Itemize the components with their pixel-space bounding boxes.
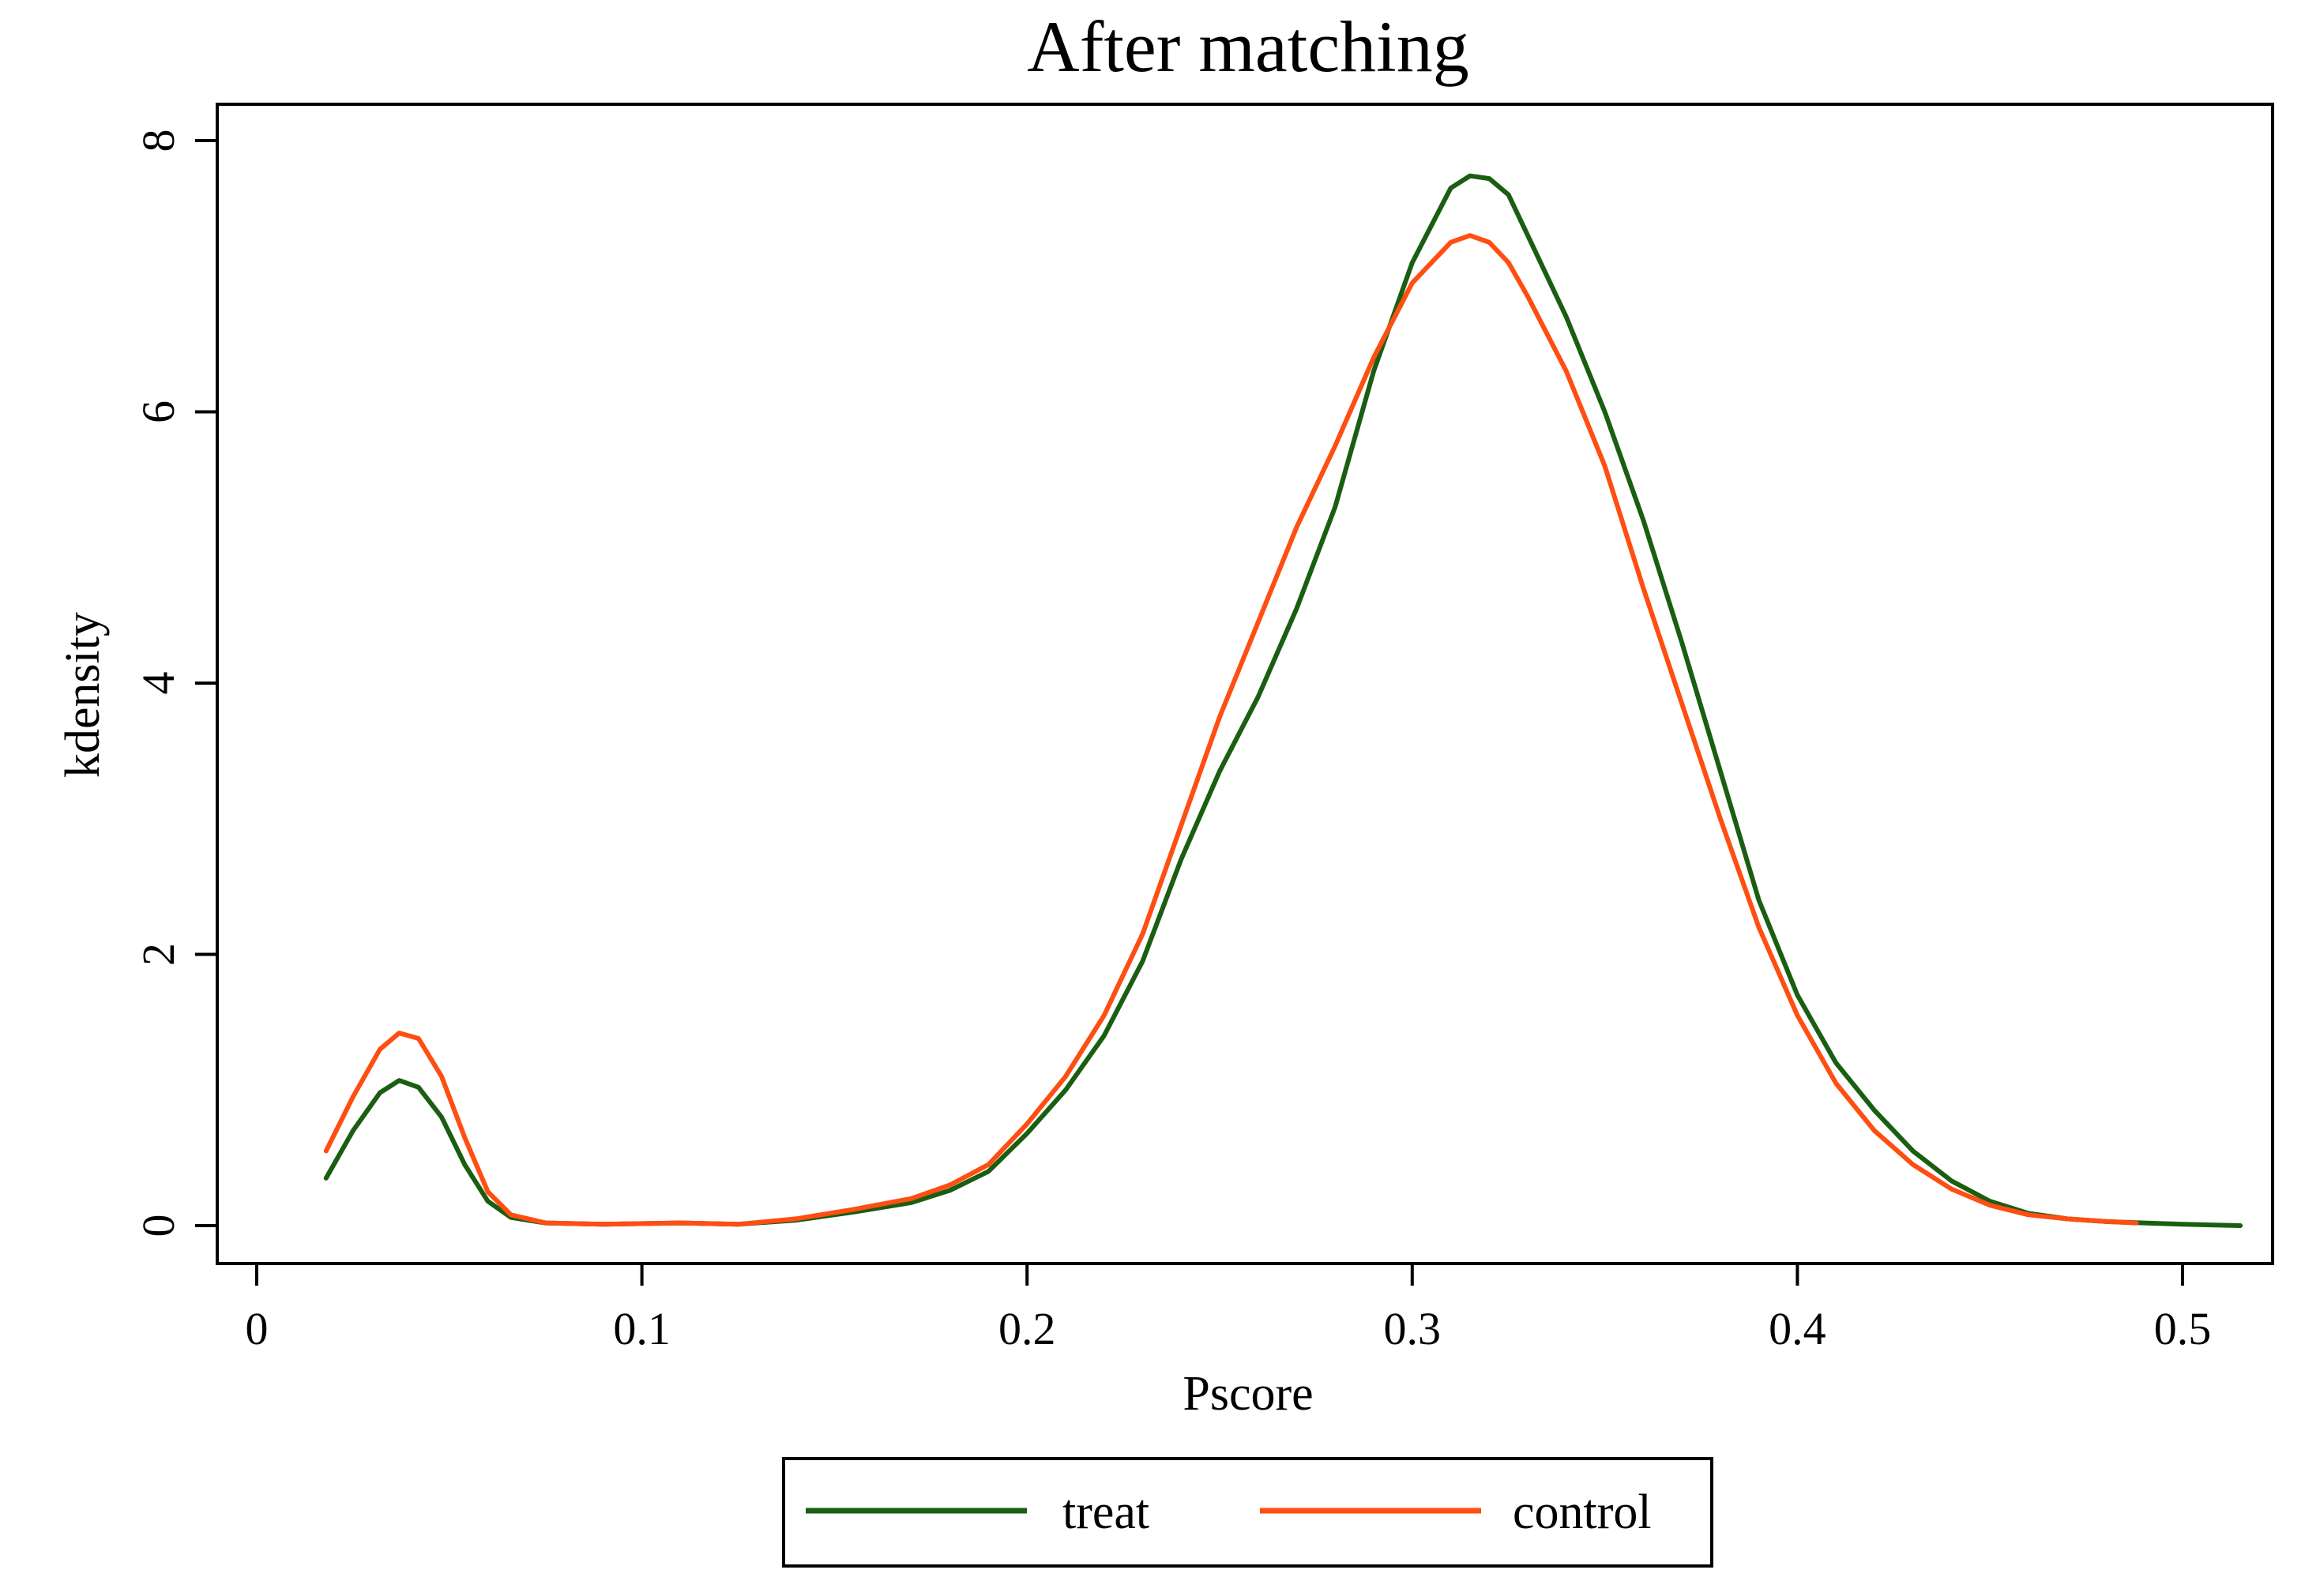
x-tick-label-0.5: 0.5	[2154, 1303, 2212, 1354]
chart-title: After matching	[1027, 6, 1468, 87]
y-tick-label-8: 8	[133, 130, 184, 152]
legend: treat control	[782, 1457, 1713, 1568]
y-tick-label-0: 0	[133, 1215, 184, 1237]
plot-frame	[216, 103, 2274, 1265]
x-axis-label: Pscore	[1183, 1367, 1313, 1421]
x-tick-label-0: 0	[246, 1303, 269, 1354]
x-tick-label-0.1: 0.1	[613, 1303, 671, 1354]
series-line-control	[323, 233, 2139, 1227]
y-tick-label-6: 6	[133, 400, 184, 423]
y-tick-label-4: 4	[133, 672, 184, 695]
series-layer	[323, 173, 2243, 1228]
legend-label-treat: treat	[1062, 1485, 1149, 1539]
x-axis: 0 0.1 0.2 0.3 0.4 0.5	[246, 1264, 2212, 1354]
y-axis-label: kdensity	[56, 612, 110, 778]
x-tick-label-0.4: 0.4	[1769, 1303, 1826, 1354]
x-tick-label-0.2: 0.2	[998, 1303, 1056, 1354]
y-axis: 0 2 4 6 8	[133, 130, 217, 1237]
series-line-treat	[323, 173, 2243, 1228]
x-tick-label-0.3: 0.3	[1384, 1303, 1442, 1354]
y-tick-label-2: 2	[133, 943, 184, 966]
legend-label-control: control	[1513, 1485, 1652, 1539]
